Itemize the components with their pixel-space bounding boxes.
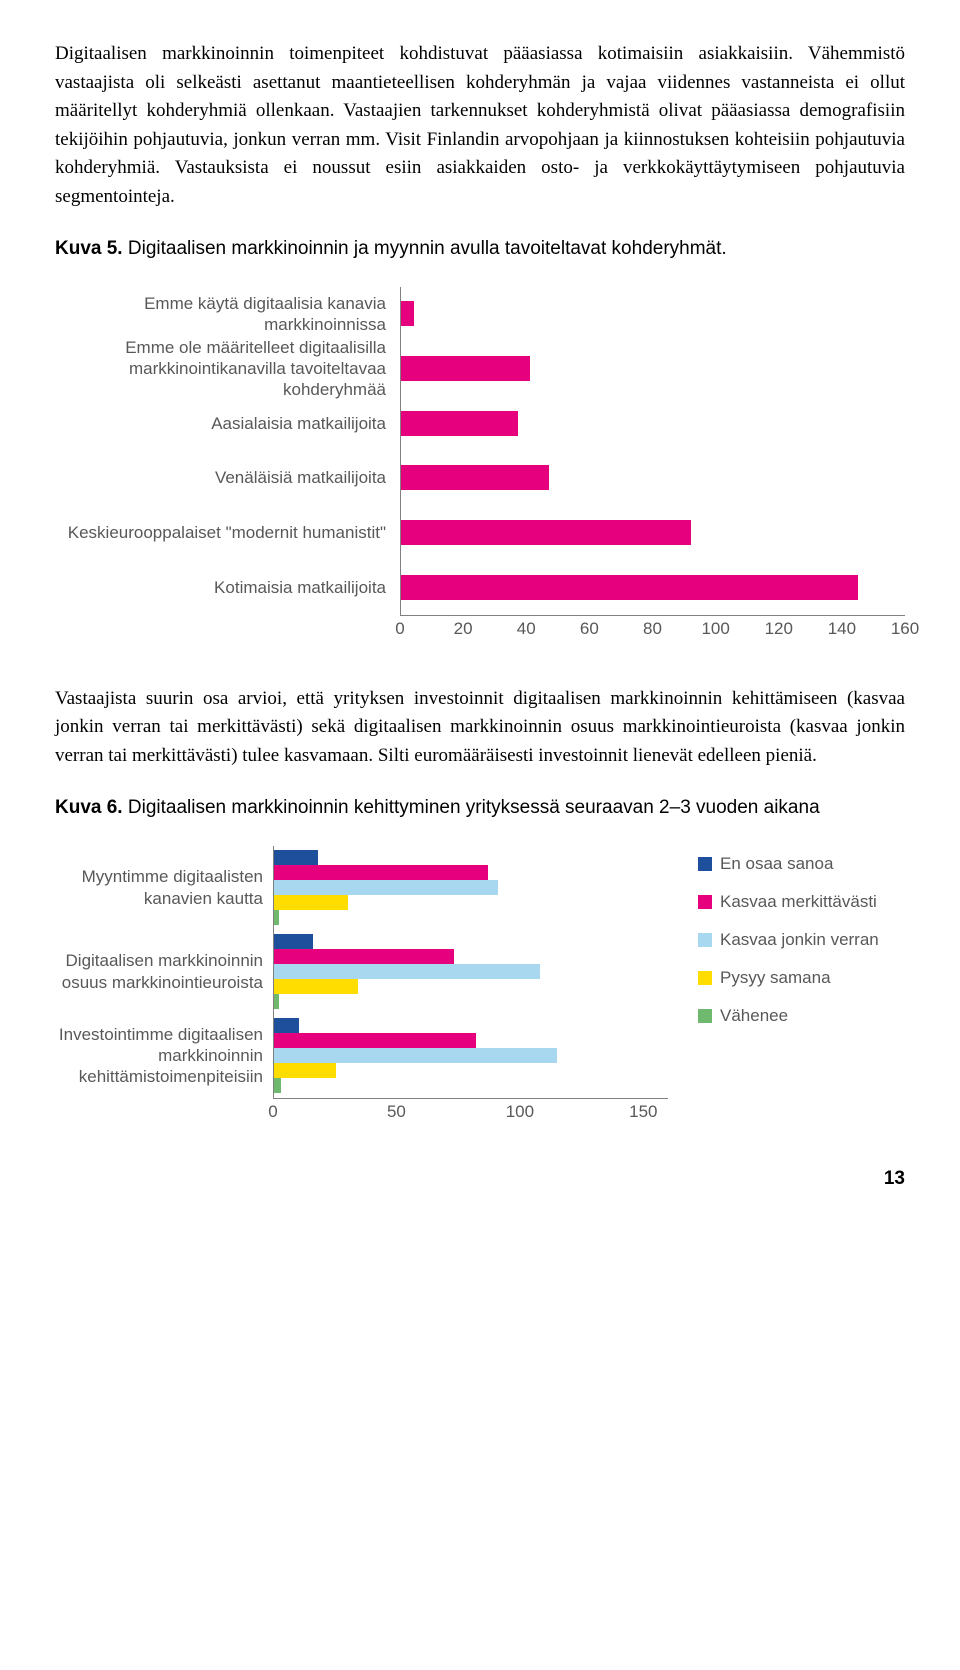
legend-item: Pysyy samana <box>698 968 905 988</box>
legend-label: En osaa sanoa <box>720 854 833 874</box>
chart6-x-tick: 100 <box>506 1102 534 1122</box>
chart6-category-label: Investointimme digitaalisen markkinoinni… <box>55 1014 273 1098</box>
legend-label: Pysyy samana <box>720 968 831 988</box>
legend-swatch <box>698 971 712 985</box>
chart6-bar <box>274 865 488 880</box>
chart6-bar <box>274 949 454 964</box>
chart5-x-tick: 0 <box>395 619 404 639</box>
chart6-bar <box>274 934 313 949</box>
legend-item: Kasvaa jonkin verran <box>698 930 905 950</box>
chart6-bar <box>274 850 318 865</box>
figure-6-label: Kuva 6. <box>55 797 123 818</box>
chart5-category-label: Keskieurooppalaiset "modernit humanistit… <box>55 505 400 560</box>
figure-6-heading: Kuva 6. Digitaalisen markkinoinnin kehit… <box>55 794 905 822</box>
chart6-bar <box>274 910 279 925</box>
chart6-x-tick: 50 <box>387 1102 406 1122</box>
chart6-bar <box>274 979 358 994</box>
chart5-bar <box>401 520 691 545</box>
chart5-x-tick: 20 <box>454 619 473 639</box>
chart5-bar <box>401 356 530 381</box>
legend-swatch <box>698 1009 712 1023</box>
legend-item: Kasvaa merkittävästi <box>698 892 905 912</box>
chart5-x-tick: 80 <box>643 619 662 639</box>
chart6-bar <box>274 964 540 979</box>
chart6-bar <box>274 880 498 895</box>
chart5-category-label: Aasialaisia matkailijoita <box>55 396 400 451</box>
chart5-x-tick: 60 <box>580 619 599 639</box>
chart6-bar <box>274 994 279 1009</box>
chart5-x-tick: 120 <box>765 619 793 639</box>
figure-6-title: Digitaalisen markkinoinnin kehittyminen … <box>123 797 820 818</box>
legend-label: Vähenee <box>720 1006 788 1026</box>
legend-swatch <box>698 933 712 947</box>
legend-label: Kasvaa merkittävästi <box>720 892 877 912</box>
chart6-bar <box>274 895 348 910</box>
legend-swatch <box>698 895 712 909</box>
chart6-bar <box>274 1048 557 1063</box>
chart6-bar <box>274 1018 299 1033</box>
chart5-x-tick: 160 <box>891 619 919 639</box>
page-number: 13 <box>55 1168 905 1190</box>
paragraph-2: Vastaajista suurin osa arvioi, että yrit… <box>55 685 905 771</box>
legend-swatch <box>698 857 712 871</box>
legend-item: Vähenee <box>698 1006 905 1026</box>
chart-6: Myyntimme digitaalisten kanavien kauttaD… <box>55 846 905 1128</box>
chart6-bar <box>274 1078 281 1093</box>
chart6-category-label: Digitaalisen markkinoinnin osuus markkin… <box>55 930 273 1014</box>
figure-5-title: Digitaalisen markkinoinnin ja myynnin av… <box>123 238 727 259</box>
chart5-bar <box>401 465 549 490</box>
figure-5-label: Kuva 5. <box>55 238 123 259</box>
chart6-bar <box>274 1063 336 1078</box>
chart5-category-label: Emme käytä digitaalisia kanavia markkino… <box>55 287 400 342</box>
chart6-x-tick: 150 <box>629 1102 657 1122</box>
chart5-category-label: Emme ole määritelleet digitaalisilla mar… <box>55 341 400 396</box>
chart5-category-label: Venäläisiä matkailijoita <box>55 451 400 506</box>
chart6-category-label: Myyntimme digitaalisten kanavien kautta <box>55 846 273 930</box>
chart5-category-label: Kotimaisia matkailijoita <box>55 560 400 615</box>
chart5-x-tick: 40 <box>517 619 536 639</box>
legend-label: Kasvaa jonkin verran <box>720 930 879 950</box>
chart6-bar <box>274 1033 476 1048</box>
legend-item: En osaa sanoa <box>698 854 905 874</box>
figure-5-heading: Kuva 5. Digitaalisen markkinoinnin ja my… <box>55 235 905 263</box>
chart5-x-tick: 100 <box>701 619 729 639</box>
chart-6-legend: En osaa sanoa Kasvaa merkittävästi Kasvaa … <box>668 846 905 1044</box>
chart5-bar <box>401 411 518 436</box>
chart5-x-tick: 140 <box>828 619 856 639</box>
chart5-bar <box>401 301 414 326</box>
chart-5: Emme käytä digitaalisia kanavia markkino… <box>55 287 905 645</box>
chart6-x-tick: 0 <box>268 1102 277 1122</box>
chart5-bar <box>401 575 858 600</box>
paragraph-1: Digitaalisen markkinoinnin toimenpiteet … <box>55 40 905 211</box>
